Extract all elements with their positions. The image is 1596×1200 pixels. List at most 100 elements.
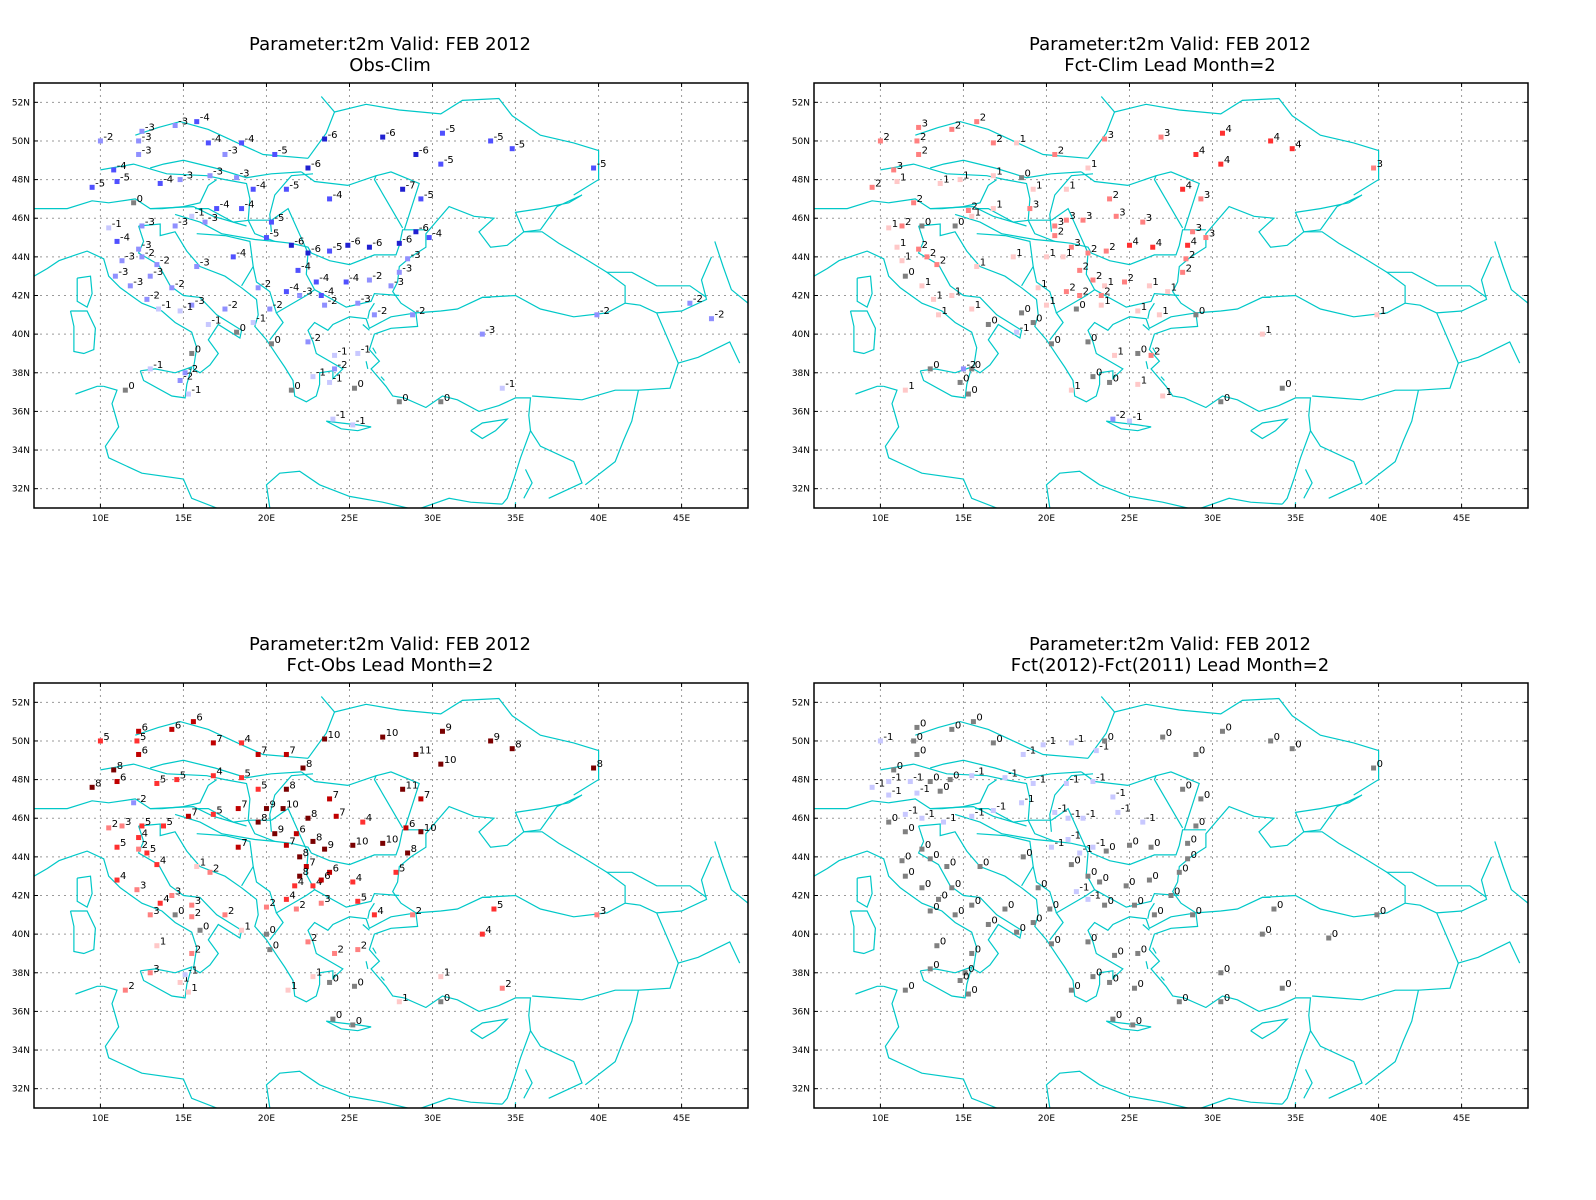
- station-marker: [439, 728, 445, 734]
- station-marker: [1180, 269, 1186, 275]
- lon-tick-label: 30E: [424, 1114, 441, 1124]
- coastline: [1436, 256, 1493, 314]
- lat-tick-label: 44N: [792, 253, 810, 263]
- station-marker: [285, 987, 291, 993]
- station-marker: [255, 751, 261, 757]
- station-value-label: -4: [220, 200, 230, 211]
- station-marker: [1102, 738, 1108, 744]
- coastline: [678, 341, 741, 364]
- coastline: [919, 966, 973, 999]
- station-value-label: 0: [1182, 863, 1188, 874]
- station-marker: [902, 873, 908, 879]
- station-value-label: 0: [940, 937, 946, 948]
- axis-ticks: 10E 15E 20E 25E 30E 35E 40E 45E 32N 34N 36N 38N 40N 4…: [12, 683, 748, 1124]
- map-title: Parameter:t2m Valid: FEB 2012: [1029, 634, 1311, 655]
- station-marker: [969, 813, 975, 819]
- station-value-label: -1: [1071, 809, 1081, 820]
- station-marker: [177, 979, 183, 985]
- station-marker: [322, 736, 328, 742]
- station-value-label: -5: [269, 229, 279, 240]
- lat-tick-label: 36N: [12, 407, 30, 417]
- station-marker: [310, 974, 316, 980]
- station-value-label: 7: [241, 800, 247, 811]
- station-marker: [491, 906, 497, 912]
- station-marker: [1063, 780, 1069, 786]
- coastline: [75, 985, 104, 995]
- graticule: [34, 683, 748, 1108]
- station-value-label: -1: [338, 346, 348, 357]
- station-value-label: 0: [958, 906, 964, 917]
- station-value-label: 0: [943, 782, 949, 793]
- lat-tick-label: 40N: [792, 930, 810, 940]
- station-value-label: 4: [1225, 124, 1231, 135]
- coastline: [271, 807, 309, 854]
- station-marker: [114, 238, 120, 244]
- station-marker: [351, 385, 357, 391]
- coastline: [1436, 856, 1493, 914]
- station-marker: [410, 312, 416, 318]
- station-marker: [902, 829, 908, 835]
- lat-tick-label: 36N: [792, 1007, 810, 1017]
- lon-tick-label: 15E: [955, 1114, 972, 1124]
- lon-tick-label: 45E: [1453, 514, 1470, 524]
- station-marker: [949, 126, 955, 132]
- station-marker: [222, 306, 228, 312]
- station-value-label: -1: [913, 773, 923, 784]
- map-title: Parameter:t2m Valid: FEB 2012: [249, 34, 531, 55]
- station-marker: [1014, 329, 1020, 335]
- station-marker: [403, 825, 409, 831]
- station-value-label: 3: [1146, 213, 1152, 224]
- station-marker: [122, 387, 128, 393]
- station-value-label: 1: [191, 983, 197, 994]
- coastline: [139, 366, 193, 399]
- station-marker: [877, 138, 883, 144]
- graticule: [814, 83, 1528, 508]
- station-marker: [1090, 374, 1096, 380]
- station-value-label: 3: [1209, 229, 1215, 240]
- station-marker: [919, 283, 925, 289]
- station-value-label: 7: [289, 836, 295, 847]
- coastline: [915, 120, 1089, 159]
- station-value-label: 1: [1104, 296, 1110, 307]
- map-title: Parameter:t2m Valid: FEB 2012: [1029, 34, 1311, 55]
- station-marker: [1135, 308, 1141, 314]
- station-marker: [144, 850, 150, 856]
- station-value-label: 0: [1091, 933, 1097, 944]
- station-value-label: 0: [933, 360, 939, 371]
- station-marker: [283, 289, 289, 295]
- station-value-label: 4: [1199, 145, 1205, 156]
- station-marker: [952, 223, 958, 229]
- coastline: [135, 120, 309, 159]
- station-marker: [89, 784, 95, 790]
- lat-tick-label: 42N: [792, 292, 810, 302]
- station-marker: [194, 119, 200, 125]
- coastline: [271, 207, 309, 254]
- station-value-label: -1: [191, 385, 201, 396]
- station-value-label: 0: [1074, 981, 1080, 992]
- coastline: [606, 271, 707, 298]
- station-value-label: 6: [299, 825, 305, 836]
- station-value-label: 10: [286, 800, 299, 811]
- station-value-label: -2: [372, 271, 382, 282]
- lon-tick-label: 30E: [424, 514, 441, 524]
- station-value-label: 5: [160, 774, 166, 785]
- station-marker: [949, 726, 955, 732]
- station-value-label: 0: [908, 981, 914, 992]
- station-marker: [119, 258, 125, 264]
- coastline: [34, 198, 162, 210]
- station-marker: [313, 279, 319, 285]
- station-value-label: 2: [922, 240, 928, 251]
- station-value-label: 0: [933, 850, 939, 861]
- station-value-label: -1: [333, 373, 343, 384]
- station-value-label: 0: [908, 867, 914, 878]
- station-value-label: 1: [1074, 381, 1080, 392]
- station-value-label: 4: [1295, 140, 1301, 151]
- station-marker: [916, 151, 922, 157]
- station-marker: [1068, 862, 1074, 868]
- station-marker: [936, 896, 942, 902]
- coastline: [514, 794, 583, 833]
- station-value-label: -3: [303, 287, 313, 298]
- station-value-label: 1: [1041, 279, 1047, 290]
- station-value-label: -4: [245, 200, 255, 211]
- station-value-label: 2: [996, 134, 1002, 145]
